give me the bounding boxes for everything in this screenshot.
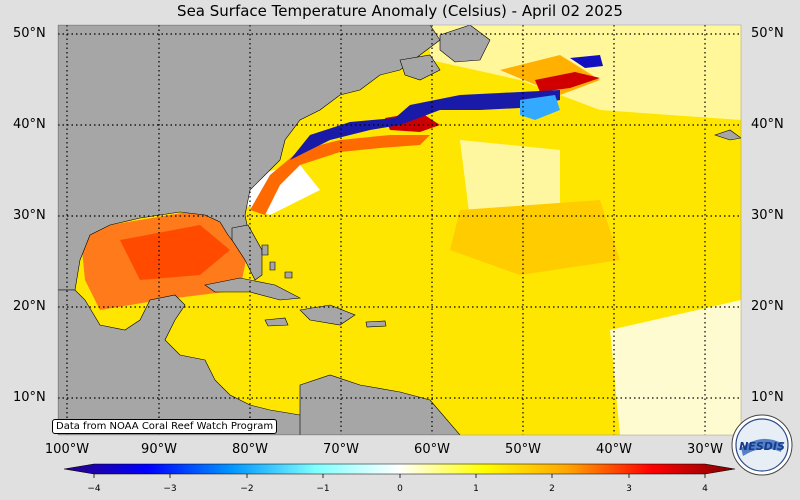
anomaly-central-warm bbox=[450, 200, 620, 275]
anomaly-gulf-hot bbox=[120, 225, 230, 280]
azores-land bbox=[714, 129, 741, 141]
lat-label-40n-left: 40°N bbox=[13, 117, 46, 132]
colorbar-tick-label: −4 bbox=[87, 484, 101, 494]
lon-label-50w: 50°W bbox=[505, 442, 541, 457]
data-credit: Data from NOAA Coral Reef Watch Program bbox=[52, 419, 278, 434]
north-america-land bbox=[58, 25, 441, 291]
south-america-land bbox=[299, 374, 461, 435]
bahamas-land bbox=[261, 244, 293, 279]
colorbar-tick-label: 1 bbox=[473, 484, 479, 494]
florida-land bbox=[231, 224, 263, 281]
cold-eddy bbox=[570, 55, 603, 68]
lon-label-80w: 80°W bbox=[232, 442, 268, 457]
colorbar-tick-label: −1 bbox=[316, 484, 330, 494]
lat-label-20n-left: 20°N bbox=[13, 299, 46, 314]
lat-label-50n-left: 50°N bbox=[13, 26, 46, 41]
colorbar-tick-label: 3 bbox=[626, 484, 632, 494]
lat-label-20n-right: 20°N bbox=[751, 299, 784, 314]
colorbar-tick-label: 0 bbox=[397, 484, 403, 494]
lat-label-10n-left: 10°N bbox=[13, 390, 46, 405]
lat-label-30n-right: 30°N bbox=[751, 208, 784, 223]
lon-label-90w: 90°W bbox=[141, 442, 177, 457]
colorbar-tick-label: 4 bbox=[702, 484, 708, 494]
anomaly-patch-east bbox=[610, 300, 741, 435]
lon-label-40w: 40°W bbox=[596, 442, 632, 457]
map-frame bbox=[57, 24, 742, 436]
lon-label-100w: 100°W bbox=[44, 442, 90, 457]
lat-label-30n-left: 30°N bbox=[13, 208, 46, 223]
colorbar-ticks bbox=[93, 474, 706, 478]
lon-label-70w: 70°W bbox=[323, 442, 359, 457]
colorbar-tick-label: 2 bbox=[549, 484, 555, 494]
warm-eddy-north bbox=[535, 72, 600, 92]
puerto-rico-land bbox=[365, 320, 387, 328]
map-title: Sea Surface Temperature Anomaly (Celsius… bbox=[177, 2, 623, 20]
svg-text:NESDIS: NESDIS bbox=[739, 440, 785, 453]
cold-anomaly-edge bbox=[520, 95, 560, 120]
cuba-land bbox=[204, 277, 302, 301]
lat-label-50n-right: 50°N bbox=[751, 26, 784, 41]
lon-label-60w: 60°W bbox=[414, 442, 450, 457]
lat-label-40n-right: 40°N bbox=[751, 117, 784, 132]
colorbar-tick-label: −2 bbox=[240, 484, 254, 494]
lat-label-10n-right: 10°N bbox=[751, 390, 784, 405]
colorbar bbox=[63, 463, 736, 475]
jamaica-land bbox=[264, 317, 289, 327]
nesdis-logo: NESDIS bbox=[731, 414, 793, 476]
nova-scotia-land bbox=[399, 54, 441, 81]
colorbar-tick-label: −3 bbox=[163, 484, 177, 494]
lon-label-30w: 30°W bbox=[687, 442, 723, 457]
graticule bbox=[58, 25, 741, 435]
cold-anomaly-band bbox=[290, 90, 560, 160]
